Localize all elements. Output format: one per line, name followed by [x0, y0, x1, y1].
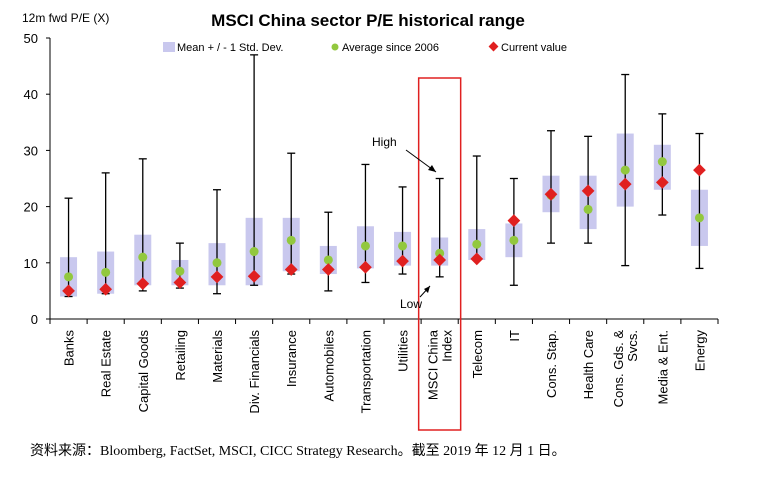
category-label: Automobiles: [321, 330, 336, 402]
average-point: [286, 235, 296, 245]
average-point: [694, 213, 704, 223]
current-value-point: [507, 214, 521, 228]
category-label: Banks: [62, 330, 77, 367]
category-label: Health Care: [581, 330, 596, 399]
current-value-point: [396, 254, 409, 268]
legend-band-label: Mean + / - 1 Std. Dev.: [177, 42, 283, 54]
average-point: [398, 241, 408, 251]
annotation-low-label: Low: [400, 297, 422, 311]
average-point: [64, 272, 74, 282]
legend-average-marker: [331, 43, 339, 51]
category-label: Media & Ent.: [655, 330, 670, 404]
average-point: [101, 267, 111, 277]
current-value-point: [99, 282, 113, 296]
average-point: [138, 252, 148, 262]
category-label: Transportation: [358, 330, 373, 413]
average-point: [212, 258, 222, 268]
annotation-high-arrowhead: [428, 165, 436, 172]
category-label: Retailing: [173, 330, 188, 381]
category-label: Utilities: [396, 330, 411, 372]
category-label: Materials: [210, 330, 225, 383]
average-point: [472, 239, 482, 249]
legend-current-label: Current value: [501, 42, 567, 54]
current-value-point: [693, 163, 706, 177]
category-label: IT: [507, 330, 522, 342]
legend: Mean + / - 1 Std. Dev. Average since 200…: [163, 41, 567, 54]
source-note: 资料来源：Bloomberg, FactSet, MSCI, CICC Stra…: [30, 444, 566, 459]
average-point: [360, 241, 370, 251]
current-value-point: [247, 269, 261, 283]
average-point: [249, 247, 259, 257]
category-label: Energy: [692, 330, 707, 372]
category-label: Telecom: [470, 330, 485, 378]
category-label: Cons. Stap.: [544, 330, 559, 398]
category-label: Cons. Gds. &Svcs.: [611, 330, 640, 408]
category-label: Capital Goods: [136, 330, 151, 413]
current-value-point: [136, 277, 150, 290]
current-value-point: [284, 263, 298, 276]
average-point: [620, 165, 630, 175]
legend-band-swatch: [163, 42, 175, 52]
average-point: [175, 266, 185, 276]
current-value-point: [62, 284, 75, 298]
current-value-point: [173, 276, 187, 289]
y-tick-label: 0: [31, 312, 38, 327]
category-label: MSCI ChinaIndex: [426, 329, 455, 400]
average-point: [435, 248, 445, 258]
current-value-point: [210, 270, 224, 284]
y-tick-label: 10: [24, 256, 38, 271]
current-value-point: [321, 263, 335, 276]
y-tick-label: 50: [24, 31, 38, 46]
average-point: [657, 157, 667, 167]
y-axis-label: 12m fwd P/E (X): [22, 11, 109, 25]
legend-current-marker: [488, 41, 499, 52]
current-value-point: [470, 252, 484, 266]
current-value-point: [359, 260, 372, 274]
category-label: Insurance: [284, 330, 299, 387]
chart-title: MSCI China sector P/E historical range: [211, 11, 525, 30]
legend-average-label: Average since 2006: [342, 42, 439, 54]
category-label: Real Estate: [99, 330, 114, 397]
y-tick-label: 30: [24, 143, 38, 158]
plot-area: 0 10 20 30 40 50 Banks Real Estate Capital Goods…: [24, 31, 719, 431]
y-tick-label: 20: [24, 200, 38, 215]
annotation-low-arrowhead: [424, 286, 430, 293]
highlight-box: [417, 77, 462, 431]
y-tick-label: 40: [24, 87, 38, 102]
category-label: Div. Financials: [247, 330, 262, 414]
annotation-high-label: High: [372, 135, 397, 149]
average-point: [323, 255, 333, 265]
average-point: [583, 204, 593, 214]
average-point: [509, 235, 519, 245]
